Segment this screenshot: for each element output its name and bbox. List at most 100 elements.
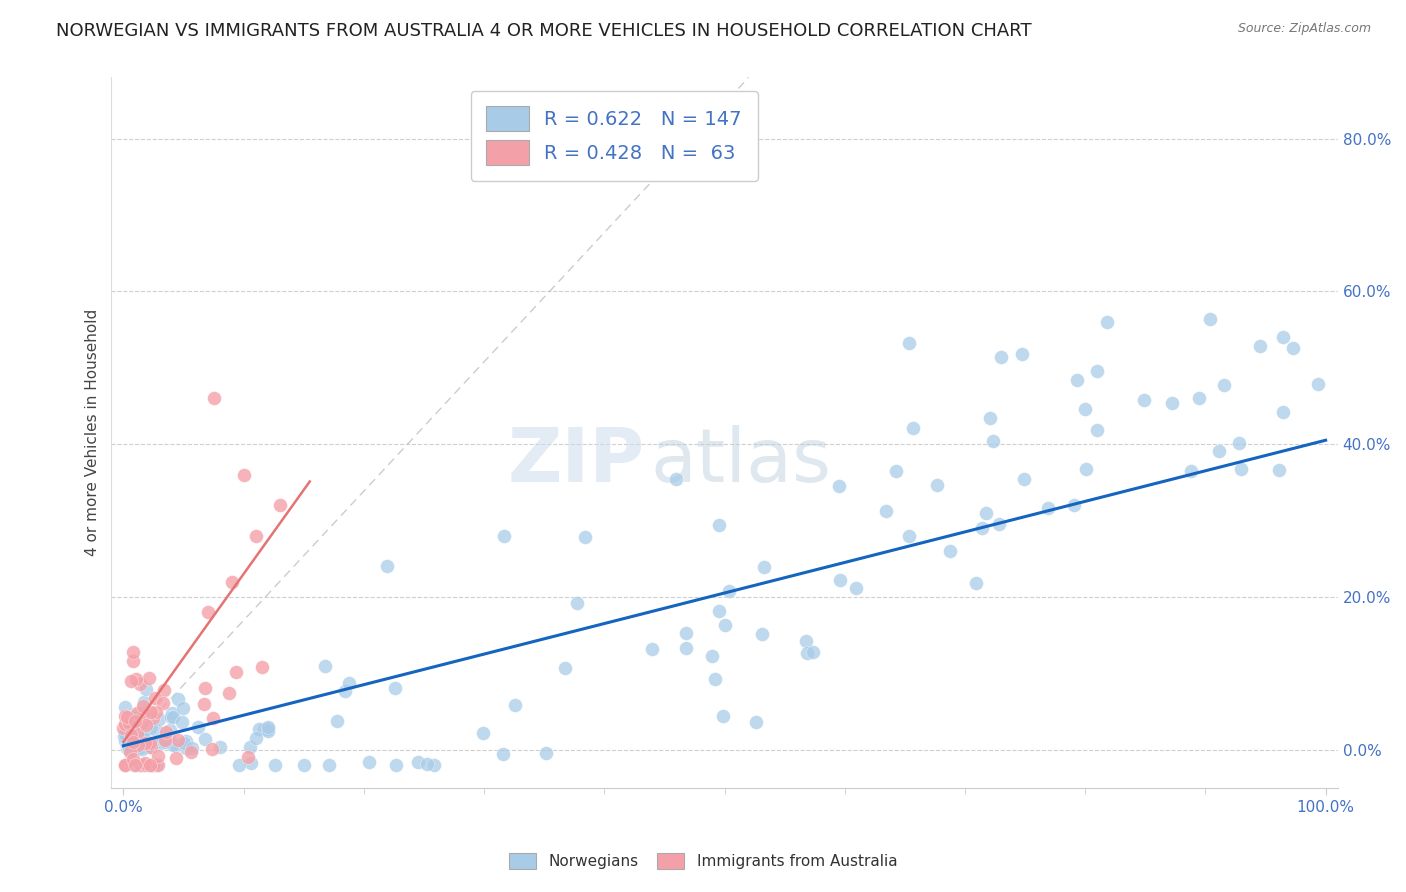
Point: [122, 722, 145, 736]
Point: [554, 661, 576, 675]
Point: [675, 641, 697, 656]
Point: [142, 757, 165, 772]
Point: [707, 517, 730, 532]
Point: [1066, 372, 1088, 386]
Point: [492, 747, 515, 761]
Point: [1227, 436, 1250, 450]
Point: [174, 741, 197, 756]
Point: [754, 559, 776, 574]
Legend: Norwegians, Immigrants from Australia: Norwegians, Immigrants from Australia: [502, 847, 904, 875]
Point: [828, 478, 851, 492]
Point: [135, 681, 157, 696]
Point: [132, 730, 155, 744]
Point: [118, 741, 141, 756]
Y-axis label: 4 or more Vehicles in Household: 4 or more Vehicles in Household: [86, 309, 100, 557]
Point: [148, 737, 170, 751]
Point: [1085, 423, 1108, 437]
Point: [121, 710, 143, 724]
Point: [256, 720, 278, 734]
Point: [121, 654, 143, 668]
Point: [337, 676, 360, 690]
Point: [170, 714, 193, 729]
Point: [665, 472, 688, 486]
Point: [384, 681, 406, 695]
Point: [145, 705, 167, 719]
Point: [146, 749, 169, 764]
Point: [965, 576, 987, 591]
Point: [718, 583, 741, 598]
Point: [675, 625, 697, 640]
Point: [124, 728, 146, 742]
Point: [112, 721, 135, 735]
Point: [136, 739, 159, 754]
Point: [318, 757, 340, 772]
Point: [155, 725, 177, 739]
Point: [120, 713, 142, 727]
Point: [114, 734, 136, 748]
Point: [125, 727, 148, 741]
Point: [263, 757, 285, 772]
Point: [139, 739, 162, 754]
Point: [121, 719, 143, 733]
Point: [131, 757, 153, 772]
Point: [534, 746, 557, 760]
Point: [292, 757, 315, 772]
Point: [121, 734, 143, 748]
Point: [148, 712, 170, 726]
Point: [131, 715, 153, 730]
Point: [1208, 444, 1230, 458]
Point: [801, 645, 824, 659]
Point: [176, 734, 198, 748]
Point: [326, 714, 349, 728]
Point: [1249, 339, 1271, 353]
Point: [160, 706, 183, 721]
Point: [127, 706, 149, 720]
Point: [139, 736, 162, 750]
Point: [157, 731, 180, 746]
Point: [983, 434, 1005, 448]
Point: [269, 498, 291, 512]
Point: [122, 752, 145, 766]
Point: [1087, 364, 1109, 378]
Point: [406, 755, 429, 769]
Point: [114, 708, 136, 723]
Point: [132, 695, 155, 709]
Point: [333, 684, 356, 698]
Point: [128, 677, 150, 691]
Point: [1012, 472, 1035, 486]
Point: [153, 683, 176, 698]
Point: [245, 529, 267, 543]
Point: [225, 665, 247, 680]
Point: [139, 757, 162, 772]
Legend: R = 0.622   N = 147, R = 0.428   N =  63: R = 0.622 N = 147, R = 0.428 N = 63: [471, 91, 758, 180]
Point: [208, 739, 231, 754]
Point: [256, 724, 278, 739]
Text: ZIP: ZIP: [508, 425, 645, 498]
Point: [180, 741, 202, 756]
Point: [132, 699, 155, 714]
Point: [232, 467, 254, 482]
Point: [1212, 378, 1234, 392]
Point: [898, 529, 921, 543]
Point: [165, 738, 187, 752]
Point: [118, 715, 141, 730]
Point: [247, 722, 270, 736]
Point: [1063, 498, 1085, 512]
Point: [146, 723, 169, 738]
Point: [121, 720, 143, 734]
Point: [138, 739, 160, 754]
Point: [127, 738, 149, 752]
Point: [114, 716, 136, 731]
Point: [987, 516, 1010, 531]
Text: NORWEGIAN VS IMMIGRANTS FROM AUSTRALIA 4 OR MORE VEHICLES IN HOUSEHOLD CORRELATI: NORWEGIAN VS IMMIGRANTS FROM AUSTRALIA 4…: [56, 22, 1032, 40]
Point: [187, 720, 209, 734]
Point: [240, 756, 263, 771]
Point: [120, 673, 142, 688]
Point: [1036, 501, 1059, 516]
Point: [1188, 391, 1211, 405]
Point: [172, 700, 194, 714]
Point: [124, 738, 146, 752]
Point: [146, 757, 169, 772]
Point: [201, 742, 224, 756]
Text: atlas: atlas: [651, 425, 832, 498]
